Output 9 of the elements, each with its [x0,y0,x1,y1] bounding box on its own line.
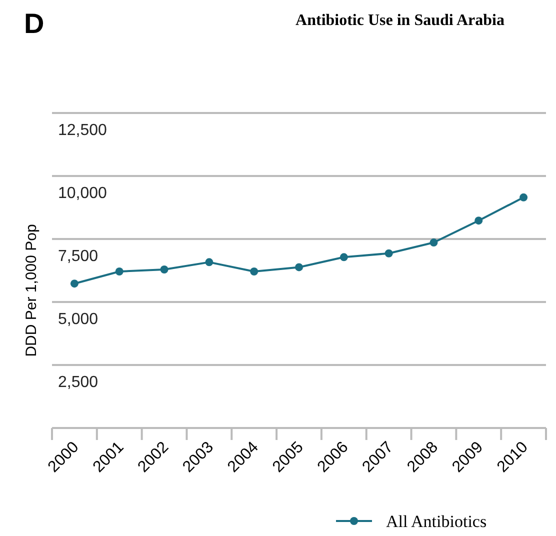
y-tick-label: 10,000 [58,185,108,202]
y-tick-label: 12,500 [58,122,108,139]
text: D [24,8,44,39]
y-tick-label: 5,000 [58,311,98,328]
y-tick-label: 7,500 [58,248,98,265]
y-axis-title: DDD Per 1,000 Pop [23,224,40,357]
chart-title: Antibiotic Use in Saudi Arabia [296,12,504,29]
y-tick-label: 2,500 [58,374,98,391]
legend-label: All Antibiotics [386,512,487,531]
